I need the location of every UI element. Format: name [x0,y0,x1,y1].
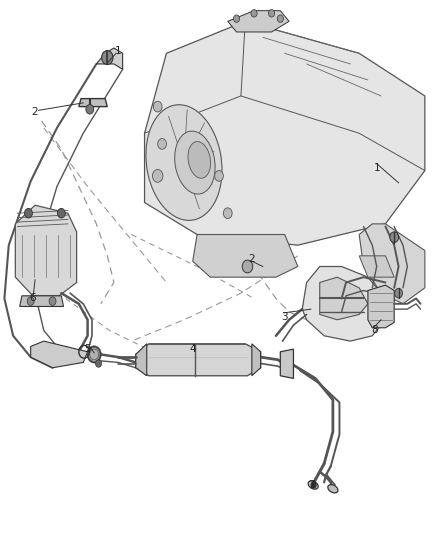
Polygon shape [145,21,425,245]
Polygon shape [359,256,394,277]
Text: 5: 5 [84,344,91,354]
Ellipse shape [146,104,222,221]
Ellipse shape [328,484,338,493]
Polygon shape [359,224,425,304]
Text: 7: 7 [307,480,314,490]
Polygon shape [136,344,147,376]
Text: 4: 4 [189,344,196,354]
Polygon shape [252,344,261,376]
Polygon shape [368,285,394,328]
Circle shape [57,208,65,218]
Polygon shape [228,11,289,32]
Text: 2: 2 [248,254,255,263]
Circle shape [215,171,223,181]
Polygon shape [31,341,88,368]
Ellipse shape [308,481,318,489]
Text: 2: 2 [32,107,39,117]
Circle shape [153,101,162,112]
Polygon shape [320,277,368,320]
Circle shape [390,232,399,243]
Circle shape [27,297,34,305]
Polygon shape [136,344,261,376]
Text: 8: 8 [371,326,378,335]
Circle shape [25,208,32,218]
Circle shape [88,346,101,362]
Circle shape [95,360,102,367]
Circle shape [311,481,317,489]
Circle shape [152,169,163,182]
Text: 1: 1 [373,163,380,173]
Circle shape [158,139,166,149]
Ellipse shape [175,131,215,194]
Circle shape [268,10,275,17]
Circle shape [86,104,94,114]
Polygon shape [79,99,107,107]
Text: 6: 6 [29,294,36,303]
Circle shape [223,208,232,219]
Text: 3: 3 [281,312,288,322]
Polygon shape [193,235,298,277]
Circle shape [251,10,257,17]
Circle shape [242,260,253,273]
Circle shape [277,15,283,22]
Circle shape [395,288,403,298]
Ellipse shape [188,142,211,178]
Circle shape [233,15,240,22]
Polygon shape [280,349,293,378]
Polygon shape [15,205,77,296]
Text: 1: 1 [115,46,122,55]
Circle shape [49,297,56,305]
Circle shape [102,51,113,64]
Polygon shape [20,296,64,306]
Polygon shape [302,266,385,341]
Polygon shape [96,48,123,69]
